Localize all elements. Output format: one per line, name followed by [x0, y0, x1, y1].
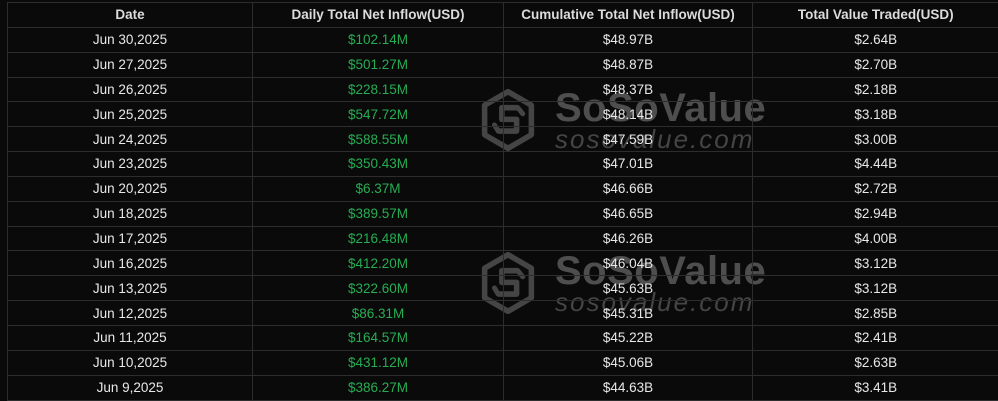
cumulative-inflow-cell: $45.22B — [503, 324, 753, 351]
cumulative-inflow-cell: $48.97B — [503, 26, 753, 53]
daily-inflow-cell: $6.37M — [252, 175, 504, 202]
daily-inflow-cell: $547.72M — [252, 101, 504, 128]
value-traded-cell: $3.00B — [752, 126, 998, 153]
value-traded-cell: $2.63B — [752, 349, 998, 376]
daily-inflow-cell: $322.60M — [252, 275, 504, 302]
table-row: Jun 9,2025 $386.27M $44.63B $3.41B — [7, 374, 998, 401]
value-traded-cell: $3.12B — [752, 275, 998, 302]
daily-inflow-cell: $386.27M — [252, 374, 504, 401]
table-row: Jun 20,2025 $6.37M $46.66B $2.72B — [7, 175, 998, 202]
date-cell: Jun 27,2025 — [7, 51, 253, 78]
date-cell: Jun 13,2025 — [7, 275, 253, 302]
cumulative-inflow-cell: $47.59B — [503, 126, 753, 153]
value-traded-cell: $2.85B — [752, 300, 998, 326]
value-traded-cell: $3.12B — [752, 250, 998, 277]
daily-inflow-cell: $431.12M — [252, 349, 504, 376]
cumulative-inflow-cell: $45.31B — [503, 300, 753, 326]
date-cell: Jun 10,2025 — [7, 349, 253, 376]
date-cell: Jun 9,2025 — [7, 374, 253, 401]
cumulative-inflow-cell: $47.01B — [503, 151, 753, 177]
etf-flow-table: Date Daily Total Net Inflow(USD) Cumulat… — [7, 2, 998, 401]
date-cell: Jun 16,2025 — [7, 250, 253, 277]
value-traded-cell: $3.18B — [752, 101, 998, 128]
value-traded-cell: $2.70B — [752, 51, 998, 78]
daily-inflow-cell: $216.48M — [252, 225, 504, 252]
daily-inflow-cell: $86.31M — [252, 300, 504, 326]
value-traded-cell: $4.44B — [752, 151, 998, 177]
table-row: Jun 16,2025 $412.20M $46.04B $3.12B — [7, 250, 998, 277]
date-cell: Jun 25,2025 — [7, 101, 253, 128]
table-header-row: Date Daily Total Net Inflow(USD) Cumulat… — [7, 2, 998, 28]
cumulative-inflow-cell: $46.26B — [503, 225, 753, 252]
cumulative-inflow-cell: $44.63B — [503, 374, 753, 401]
value-traded-cell: $2.18B — [752, 76, 998, 103]
table-row: Jun 30,2025 $102.14M $48.97B $2.64B — [7, 26, 998, 53]
table-row: Jun 27,2025 $501.27M $48.87B $2.70B — [7, 51, 998, 78]
date-cell: Jun 24,2025 — [7, 126, 253, 153]
date-cell: Jun 20,2025 — [7, 175, 253, 202]
table-row: Jun 17,2025 $216.48M $46.26B $4.00B — [7, 225, 998, 252]
column-header-daily-net-inflow: Daily Total Net Inflow(USD) — [252, 2, 504, 28]
column-header-total-value-traded: Total Value Traded(USD) — [752, 2, 998, 28]
cumulative-inflow-cell: $48.14B — [503, 101, 753, 128]
etf-flow-table-wrap: Date Daily Total Net Inflow(USD) Cumulat… — [7, 2, 998, 401]
date-cell: Jun 17,2025 — [7, 225, 253, 252]
cumulative-inflow-cell: $46.66B — [503, 175, 753, 202]
table-row: Jun 23,2025 $350.43M $47.01B $4.44B — [7, 151, 998, 177]
daily-inflow-cell: $228.15M — [252, 76, 504, 103]
table-row: Jun 12,2025 $86.31M $45.31B $2.85B — [7, 300, 998, 326]
cumulative-inflow-cell: $46.65B — [503, 200, 753, 227]
table-row: Jun 10,2025 $431.12M $45.06B $2.63B — [7, 349, 998, 376]
value-traded-cell: $3.41B — [752, 374, 998, 401]
value-traded-cell: $2.41B — [752, 324, 998, 351]
table-row: Jun 13,2025 $322.60M $45.63B $3.12B — [7, 275, 998, 302]
date-cell: Jun 30,2025 — [7, 26, 253, 53]
cumulative-inflow-cell: $48.37B — [503, 76, 753, 103]
value-traded-cell: $2.72B — [752, 175, 998, 202]
daily-inflow-cell: $588.55M — [252, 126, 504, 153]
table-row: Jun 18,2025 $389.57M $46.65B $2.94B — [7, 200, 998, 227]
table-row: Jun 11,2025 $164.57M $45.22B $2.41B — [7, 324, 998, 351]
date-cell: Jun 23,2025 — [7, 151, 253, 177]
table-row: Jun 26,2025 $228.15M $48.37B $2.18B — [7, 76, 998, 103]
daily-inflow-cell: $164.57M — [252, 324, 504, 351]
table-row: Jun 24,2025 $588.55M $47.59B $3.00B — [7, 126, 998, 153]
column-header-date: Date — [7, 2, 253, 28]
daily-inflow-cell: $412.20M — [252, 250, 504, 277]
daily-inflow-cell: $389.57M — [252, 200, 504, 227]
daily-inflow-cell: $102.14M — [252, 26, 504, 53]
value-traded-cell: $2.94B — [752, 200, 998, 227]
daily-inflow-cell: $501.27M — [252, 51, 504, 78]
value-traded-cell: $4.00B — [752, 225, 998, 252]
date-cell: Jun 18,2025 — [7, 200, 253, 227]
cumulative-inflow-cell: $45.63B — [503, 275, 753, 302]
cumulative-inflow-cell: $45.06B — [503, 349, 753, 376]
table-row: Jun 25,2025 $547.72M $48.14B $3.18B — [7, 101, 998, 128]
date-cell: Jun 12,2025 — [7, 300, 253, 326]
value-traded-cell: $2.64B — [752, 26, 998, 53]
daily-inflow-cell: $350.43M — [252, 151, 504, 177]
date-cell: Jun 26,2025 — [7, 76, 253, 103]
column-header-cumulative-net-inflow: Cumulative Total Net Inflow(USD) — [503, 2, 753, 28]
date-cell: Jun 11,2025 — [7, 324, 253, 351]
cumulative-inflow-cell: $48.87B — [503, 51, 753, 78]
cumulative-inflow-cell: $46.04B — [503, 250, 753, 277]
